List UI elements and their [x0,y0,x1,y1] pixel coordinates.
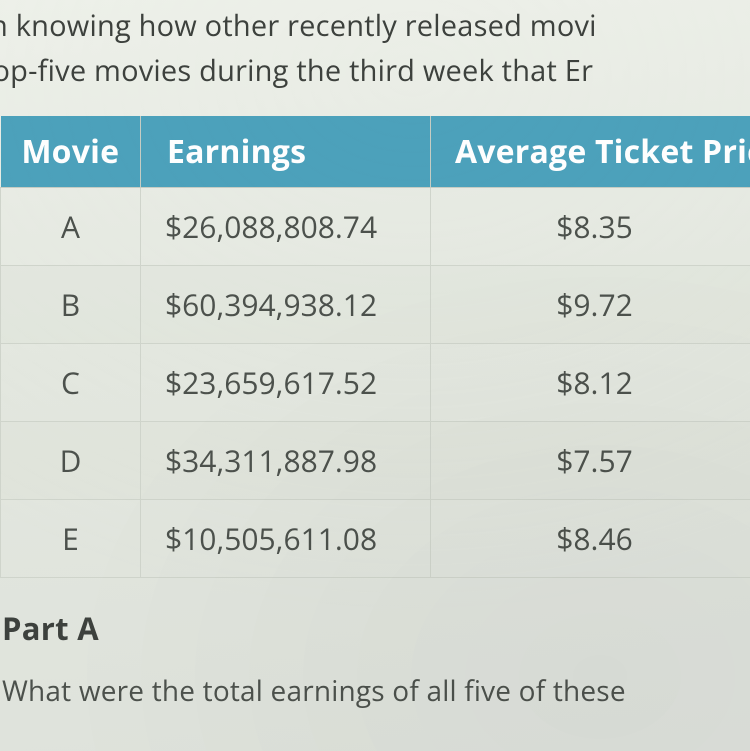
table-row: B $60,394,938.12 $9.72 [1,265,750,343]
page: n knowing how other recently released mo… [0,0,750,751]
cell-earnings: $34,311,887.98 [141,421,431,499]
cell-avg: $7.57 [431,421,750,499]
cell-movie: D [1,421,141,499]
movies-table: Movie Earnings Average Ticket Pric A $26… [0,116,750,578]
intro-text: n knowing how other recently released mo… [0,0,750,116]
cell-movie: C [1,343,141,421]
table-header-row: Movie Earnings Average Ticket Pric [1,116,750,188]
col-avg-ticket-price: Average Ticket Pric [431,116,750,188]
col-movie: Movie [1,116,141,188]
cell-earnings: $10,505,611.08 [141,499,431,577]
cell-movie: E [1,499,141,577]
cell-earnings: $26,088,808.74 [141,187,431,265]
table-body: A $26,088,808.74 $8.35 B $60,394,938.12 … [1,187,750,577]
cell-movie: B [1,265,141,343]
cell-earnings: $23,659,617.52 [141,343,431,421]
part-a-question: What were the total earnings of all five… [0,672,750,710]
cell-avg: $8.46 [431,499,750,577]
cell-avg: $8.12 [431,343,750,421]
table-row: E $10,505,611.08 $8.46 [1,499,750,577]
table-row: D $34,311,887.98 $7.57 [1,421,750,499]
cell-earnings: $60,394,938.12 [141,265,431,343]
intro-line-2: top-five movies during the third week th… [0,49,750,94]
cell-movie: A [1,187,141,265]
col-earnings: Earnings [141,116,431,188]
cell-avg: $9.72 [431,265,750,343]
cell-avg: $8.35 [431,187,750,265]
intro-line-1: n knowing how other recently released mo… [0,4,750,49]
part-a-heading: Part A [0,608,750,650]
table-row: C $23,659,617.52 $8.12 [1,343,750,421]
table-row: A $26,088,808.74 $8.35 [1,187,750,265]
